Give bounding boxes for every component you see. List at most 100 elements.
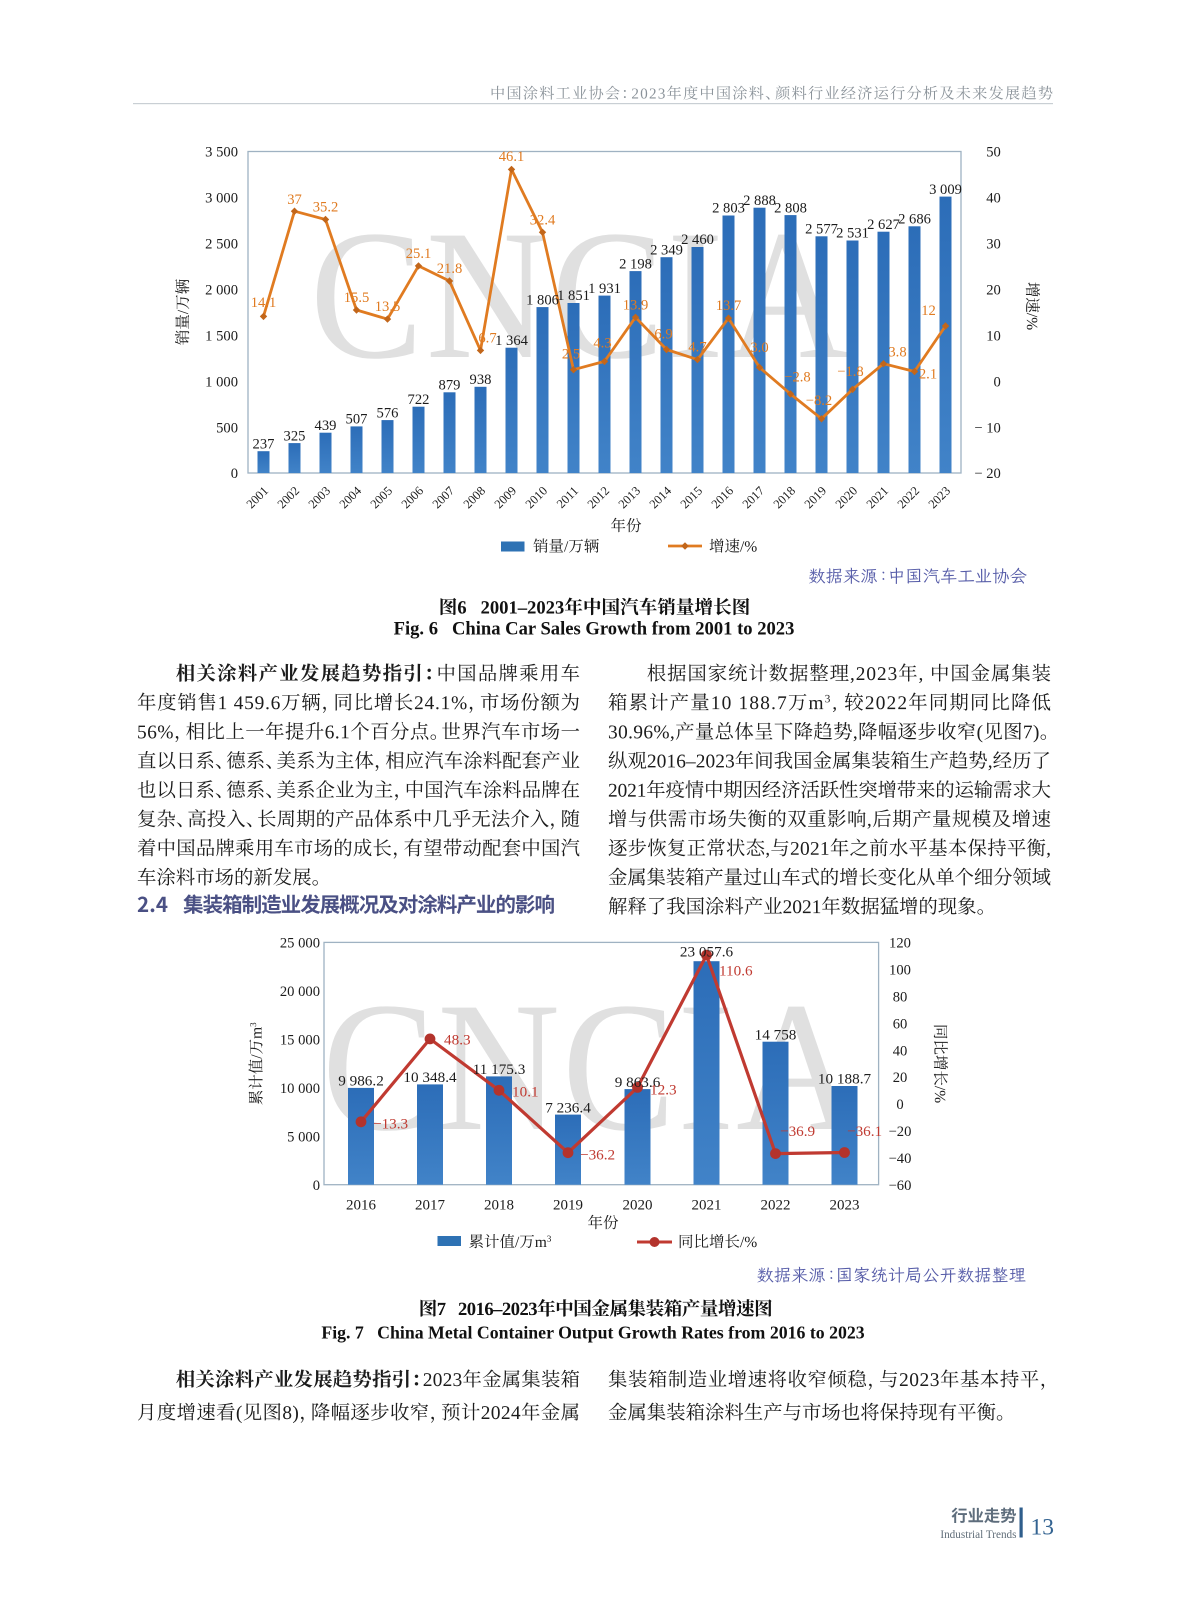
svg-text:13.5: 13.5 [375,299,401,315]
svg-text:2018: 2018 [484,1198,514,1214]
svg-text:0: 0 [231,466,238,482]
svg-text:10.1: 10.1 [512,1083,539,1100]
svg-text:10 188.7: 10 188.7 [818,1071,872,1088]
svg-text:32.4: 32.4 [530,212,556,228]
svg-text:1 851: 1 851 [557,288,590,304]
svg-text:13.9: 13.9 [623,297,649,313]
svg-text:20: 20 [893,1070,908,1086]
svg-text:2 500: 2 500 [205,237,238,253]
svg-text:Fig. 7 China Metal Container: Fig. 7 China Metal Container Output Grow… [321,1323,864,1343]
svg-text:2020: 2020 [623,1198,653,1214]
svg-text:60: 60 [893,1016,908,1032]
svg-text:25.1: 25.1 [406,246,432,262]
svg-text:−13.3: −13.3 [373,1115,408,1132]
svg-text:−20: −20 [889,1124,912,1140]
svg-text:2016: 2016 [346,1198,377,1214]
svg-text:879: 879 [439,378,461,394]
svg-text:3 000: 3 000 [205,191,238,207]
svg-text:9 863.6: 9 863.6 [615,1074,661,1091]
svg-text:2021: 2021 [692,1198,722,1214]
svg-text:1 000: 1 000 [205,374,238,390]
svg-text:2022: 2022 [761,1198,791,1214]
svg-text:2 808: 2 808 [774,200,807,216]
svg-text:0: 0 [313,1178,320,1194]
svg-text:21.8: 21.8 [437,261,463,277]
svg-text:−1.8: −1.8 [837,364,863,380]
svg-text:Industrial Trends: Industrial Trends [940,1529,1016,1541]
svg-text:37: 37 [287,192,302,208]
svg-text:50: 50 [986,145,1001,161]
svg-text:2019: 2019 [553,1198,583,1214]
svg-text:−36.1: −36.1 [847,1123,882,1140]
svg-text:2 198: 2 198 [619,256,652,272]
svg-text:2023: 2023 [830,1198,860,1214]
svg-text:1 806: 1 806 [526,292,559,308]
svg-text:1 500: 1 500 [205,328,238,344]
svg-text:−8.2: −8.2 [806,393,832,409]
svg-text:−36.2: −36.2 [580,1146,615,1163]
svg-text:− 20: − 20 [974,466,1000,482]
svg-text:11 175.3: 11 175.3 [473,1061,526,1078]
svg-text:15 000: 15 000 [280,1033,320,1049]
svg-text:10: 10 [986,328,1001,344]
svg-text:− 10: − 10 [974,420,1000,436]
svg-text:2 888: 2 888 [743,193,776,209]
svg-text:507: 507 [346,412,368,428]
svg-text:15.5: 15.5 [344,290,370,306]
svg-text:7 236.4: 7 236.4 [545,1099,591,1116]
svg-text:13: 13 [1031,1515,1055,1541]
svg-text:110.6: 110.6 [719,963,753,980]
svg-text:3 500: 3 500 [205,145,238,161]
svg-text:10 000: 10 000 [280,1081,320,1097]
svg-text:2 686: 2 686 [898,212,931,228]
svg-text:80: 80 [893,989,908,1005]
svg-text:−40: −40 [889,1151,912,1167]
svg-text:−2.8: −2.8 [784,370,810,386]
svg-text:6.7: 6.7 [478,330,496,346]
svg-text:14 758: 14 758 [755,1026,797,1043]
svg-text:2 349: 2 349 [650,242,683,258]
svg-text:35.2: 35.2 [313,200,339,216]
svg-text:325: 325 [284,428,306,444]
svg-text:46.1: 46.1 [499,149,525,165]
svg-text:2 531: 2 531 [836,226,869,242]
svg-text:0: 0 [994,374,1001,390]
svg-text:0: 0 [896,1097,903,1113]
svg-text:2 627: 2 627 [867,217,900,233]
svg-text:1 364: 1 364 [495,333,529,349]
svg-text:48.3: 48.3 [444,1032,471,1049]
svg-text:Fig. 6 China Car Sales Growt: Fig. 6 China Car Sales Growth from 2001 … [394,619,795,640]
svg-text:23 057.6: 23 057.6 [680,943,734,960]
svg-text:3.0: 3.0 [750,340,768,356]
svg-text:12: 12 [921,303,936,319]
svg-text:6.9: 6.9 [654,327,672,343]
svg-text:500: 500 [216,420,238,436]
svg-text:−36.9: −36.9 [780,1123,815,1140]
svg-text:2.1: 2.1 [919,367,937,383]
svg-text:4.7: 4.7 [688,340,706,356]
svg-text:40: 40 [893,1043,908,1059]
svg-text:2 460: 2 460 [681,232,714,248]
svg-text:1 931: 1 931 [588,281,621,297]
svg-text:4.3: 4.3 [593,335,611,351]
svg-text:576: 576 [377,405,399,421]
svg-text:−60: −60 [889,1178,912,1194]
svg-text:120: 120 [889,936,911,952]
svg-text:40: 40 [986,191,1001,207]
svg-text:20: 20 [986,283,1001,299]
svg-text:3 009: 3 009 [929,182,962,198]
svg-text:10 348.4: 10 348.4 [403,1069,457,1086]
svg-text:5 000: 5 000 [287,1129,320,1145]
svg-text:2 577: 2 577 [805,222,838,238]
svg-text:14.1: 14.1 [251,295,277,311]
svg-text:9 986.2: 9 986.2 [338,1073,384,1090]
svg-text:2 000: 2 000 [205,283,238,299]
svg-text:3.8: 3.8 [888,345,906,361]
svg-text:722: 722 [408,392,430,408]
svg-text:20 000: 20 000 [280,984,320,1000]
svg-text:938: 938 [470,372,492,388]
svg-text:2 803: 2 803 [712,201,745,217]
svg-text:2.5: 2.5 [562,347,580,363]
svg-text:25 000: 25 000 [280,936,320,952]
svg-text:439: 439 [315,418,337,434]
